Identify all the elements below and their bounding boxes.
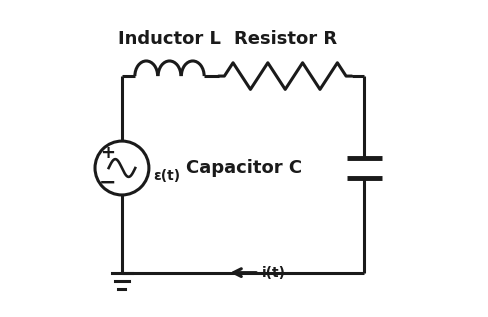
Text: i(t): i(t): [262, 266, 286, 280]
Text: ε(t): ε(t): [154, 169, 181, 183]
Text: +: +: [100, 144, 115, 162]
Text: Inductor L: Inductor L: [118, 29, 221, 48]
Text: Resistor R: Resistor R: [234, 29, 337, 48]
Text: Capacitor C: Capacitor C: [186, 159, 302, 177]
Text: −: −: [99, 173, 117, 193]
